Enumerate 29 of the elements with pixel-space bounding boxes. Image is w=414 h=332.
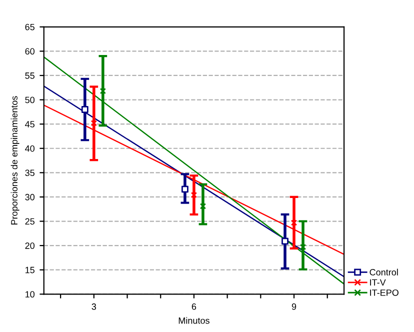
legend-label: IT-V — [370, 279, 386, 286]
y-tick-label: 60 — [25, 48, 35, 55]
x-tick-label: 9 — [292, 303, 296, 310]
y-tick-label: 30 — [25, 194, 35, 200]
y-tick-label: 65 — [25, 24, 34, 30]
y-tick-label: 45 — [25, 121, 34, 128]
point — [181, 186, 188, 193]
legend-label: Control — [370, 268, 398, 276]
legend-label: IT-EPO — [370, 289, 398, 296]
y-tick-label: 50 — [25, 96, 35, 104]
y-tick-label: 20 — [25, 242, 35, 249]
point — [90, 120, 98, 126]
point — [200, 203, 206, 210]
y-tick-label: 35 — [25, 170, 34, 176]
point — [282, 238, 288, 245]
x-axis-title: Minutos — [178, 317, 210, 324]
y-tick-label: 25 — [25, 218, 34, 225]
x-tick-label: 3 — [92, 303, 96, 310]
y-tick-label: 55 — [25, 72, 34, 79]
point — [81, 106, 88, 113]
x-tick-label: 6 — [192, 303, 196, 310]
y-tick-label: 10 — [26, 291, 35, 298]
point — [190, 192, 198, 198]
y-axis-title: Proporciones de empinamientos — [10, 96, 20, 225]
y-tick-label: 40 — [25, 145, 35, 152]
point — [300, 244, 306, 250]
y-tick-label: 15 — [26, 266, 34, 274]
point — [290, 220, 298, 226]
point — [100, 88, 106, 94]
